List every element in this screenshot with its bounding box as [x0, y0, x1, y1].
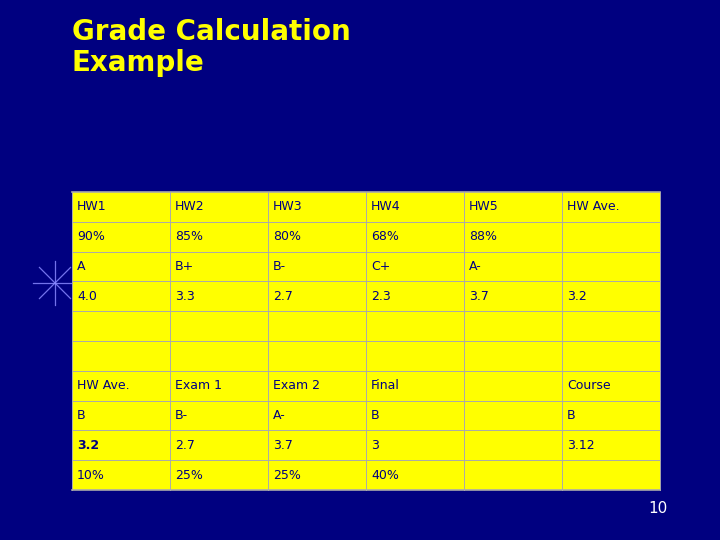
- Text: 88%: 88%: [469, 230, 497, 243]
- Text: Exam 2: Exam 2: [273, 379, 320, 392]
- Text: HW5: HW5: [469, 200, 499, 213]
- Text: 25%: 25%: [175, 469, 203, 482]
- Text: B-: B-: [273, 260, 286, 273]
- Text: Final: Final: [371, 379, 400, 392]
- Text: HW1: HW1: [77, 200, 107, 213]
- Text: 25%: 25%: [273, 469, 301, 482]
- Text: 3.2: 3.2: [567, 290, 587, 303]
- Text: Course: Course: [567, 379, 611, 392]
- Text: 40%: 40%: [371, 469, 399, 482]
- Text: Grade Calculation
Example: Grade Calculation Example: [72, 18, 351, 77]
- Text: 10%: 10%: [77, 469, 105, 482]
- Text: 2.3: 2.3: [371, 290, 391, 303]
- Text: B: B: [77, 409, 86, 422]
- Text: B: B: [371, 409, 379, 422]
- Text: Exam 1: Exam 1: [175, 379, 222, 392]
- Text: 3.7: 3.7: [273, 439, 293, 452]
- Text: 3.2: 3.2: [77, 439, 99, 452]
- Text: B+: B+: [175, 260, 194, 273]
- Text: 10: 10: [649, 501, 668, 516]
- Text: 80%: 80%: [273, 230, 301, 243]
- Text: 2.7: 2.7: [273, 290, 293, 303]
- Text: HW Ave.: HW Ave.: [567, 200, 620, 213]
- Text: A-: A-: [273, 409, 286, 422]
- Bar: [72, 192, 660, 490]
- Text: 3.3: 3.3: [175, 290, 195, 303]
- Text: B-: B-: [175, 409, 188, 422]
- Text: 3.7: 3.7: [469, 290, 489, 303]
- Text: 2.7: 2.7: [175, 439, 195, 452]
- Text: HW Ave.: HW Ave.: [77, 379, 130, 392]
- Text: 4.0: 4.0: [77, 290, 97, 303]
- Text: HW2: HW2: [175, 200, 204, 213]
- Text: C+: C+: [371, 260, 390, 273]
- Text: B: B: [567, 409, 576, 422]
- Text: HW4: HW4: [371, 200, 401, 213]
- Text: A-: A-: [469, 260, 482, 273]
- Text: A: A: [77, 260, 86, 273]
- Text: 3.12: 3.12: [567, 439, 595, 452]
- Text: 68%: 68%: [371, 230, 399, 243]
- Text: HW3: HW3: [273, 200, 302, 213]
- Text: 3: 3: [371, 439, 379, 452]
- Text: 85%: 85%: [175, 230, 203, 243]
- Text: 90%: 90%: [77, 230, 105, 243]
